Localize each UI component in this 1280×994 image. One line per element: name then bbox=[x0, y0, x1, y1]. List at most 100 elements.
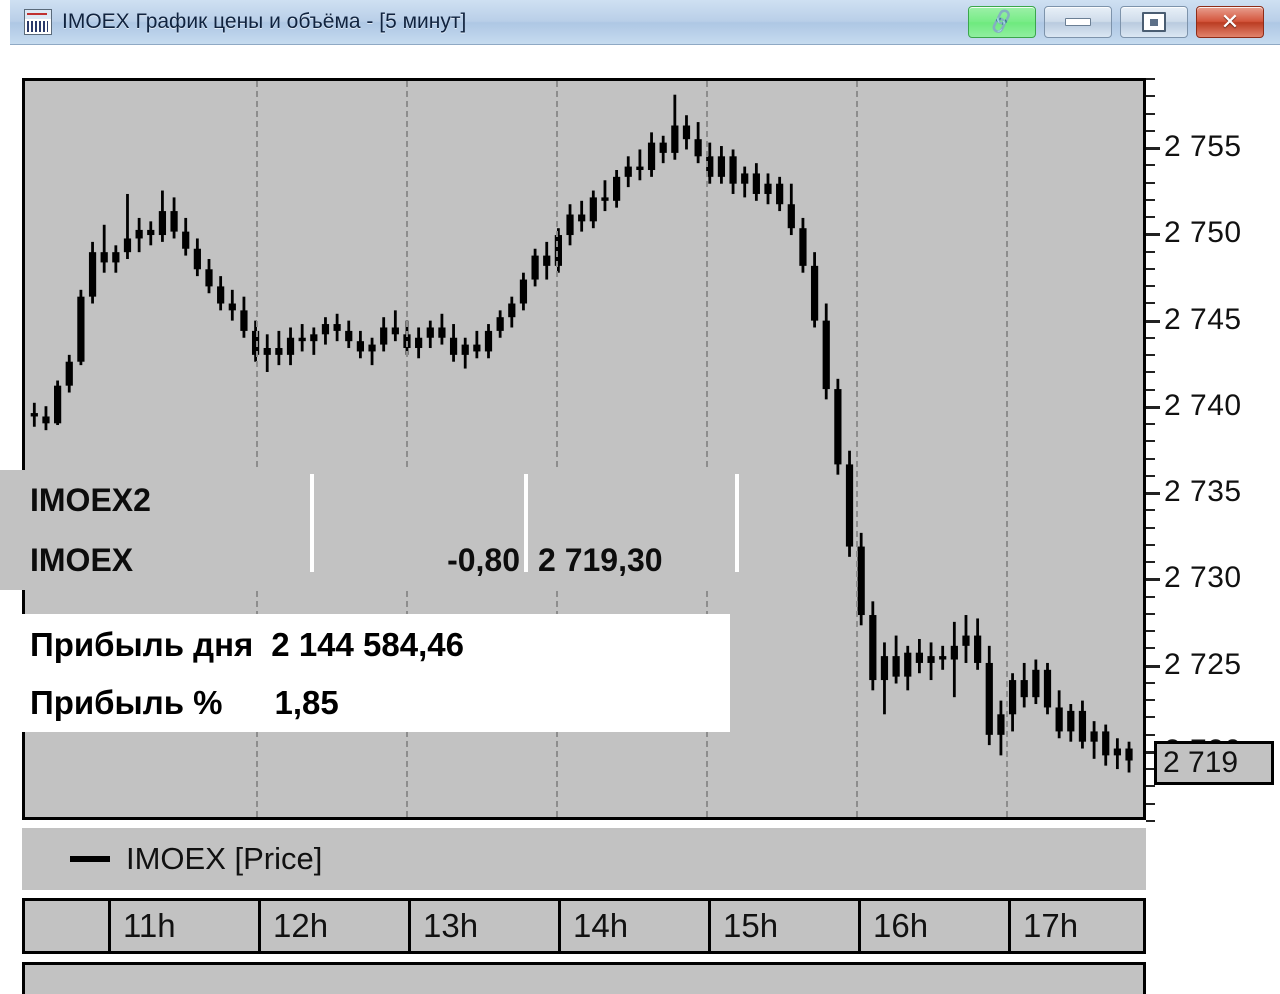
price-tick-minor bbox=[1146, 716, 1155, 719]
price-tick-minor bbox=[1146, 474, 1155, 477]
price-tick-minor bbox=[1146, 785, 1155, 788]
price-tick-minor bbox=[1146, 681, 1155, 684]
link-button[interactable]: 🔗 bbox=[968, 6, 1036, 38]
link-icon: 🔗 bbox=[987, 8, 1017, 36]
profit-pct-label: Прибыль % bbox=[30, 684, 223, 721]
price-tick-minor bbox=[1146, 820, 1155, 822]
price-axis-label: 2 745 bbox=[1164, 302, 1242, 336]
close-button[interactable]: ✕ bbox=[1196, 6, 1264, 38]
price-tick-minor bbox=[1146, 181, 1155, 184]
chart-window-icon bbox=[24, 9, 52, 35]
price-tick-minor bbox=[1146, 526, 1155, 529]
gridline-vertical bbox=[406, 81, 408, 817]
line-marker-icon bbox=[70, 856, 110, 862]
price-axis-label: 2 725 bbox=[1164, 647, 1242, 681]
volume-panel[interactable] bbox=[22, 962, 1146, 994]
quote-divider bbox=[735, 474, 739, 572]
price-tick-minor bbox=[1146, 302, 1155, 305]
time-axis-cell: 14h bbox=[561, 901, 711, 951]
price-axis-label: 2 755 bbox=[1164, 130, 1242, 164]
close-icon: ✕ bbox=[1220, 9, 1240, 34]
window-title: IMOEX График цены и объёма - [5 минут] bbox=[62, 10, 467, 33]
profit-box: Прибыль дня 2 144 584,46 Прибыль % 1,85 bbox=[0, 614, 730, 732]
time-axis-cell: 15h bbox=[711, 901, 861, 951]
price-tick-minor bbox=[1146, 216, 1155, 219]
price-tick-minor bbox=[1146, 543, 1155, 546]
minimize-button[interactable] bbox=[1044, 6, 1112, 38]
time-axis-cell: 12h bbox=[261, 901, 411, 951]
price-tick-major bbox=[1146, 492, 1160, 496]
price-tick-minor bbox=[1146, 267, 1155, 270]
time-axis-cell-blank bbox=[25, 901, 111, 951]
quote-divider bbox=[524, 474, 528, 572]
price-tick-minor bbox=[1146, 250, 1155, 253]
time-axis: 11h 12h 13h 14h 15h 16h 17h bbox=[22, 898, 1146, 954]
price-tick-minor bbox=[1146, 423, 1155, 426]
time-axis-cell: 17h bbox=[1023, 907, 1079, 944]
price-tick-minor bbox=[1146, 285, 1155, 288]
price-tick-minor bbox=[1146, 699, 1155, 702]
price-tick-minor bbox=[1146, 509, 1155, 512]
price-tick-minor bbox=[1146, 440, 1155, 443]
price-tick-minor bbox=[1146, 112, 1155, 115]
price-axis-label: 2 735 bbox=[1164, 475, 1242, 509]
price-axis-label: 2 730 bbox=[1164, 561, 1242, 595]
price-tick-minor bbox=[1146, 595, 1155, 598]
price-axis-label: 2 740 bbox=[1164, 388, 1242, 422]
titlebar-left: IMOEX График цены и объёма - [5 минут] bbox=[10, 9, 968, 35]
quote-price: 2 719,30 bbox=[538, 541, 663, 578]
price-tick-minor bbox=[1146, 336, 1155, 339]
candle-series bbox=[30, 94, 1133, 773]
price-tick-minor bbox=[1146, 647, 1155, 650]
time-axis-cell: 11h bbox=[111, 901, 261, 951]
gridline-vertical bbox=[706, 81, 708, 817]
profit-day-value: 2 144 584,46 bbox=[271, 626, 464, 663]
price-tick-minor bbox=[1146, 733, 1155, 736]
quote-row[interactable]: IMOEX2 bbox=[0, 470, 748, 530]
quote-symbol: IMOEX2 bbox=[30, 481, 151, 518]
price-tick-minor bbox=[1146, 371, 1155, 374]
price-tick-major bbox=[1146, 750, 1160, 754]
price-tick-major bbox=[1146, 664, 1160, 668]
gridline-vertical bbox=[556, 81, 558, 817]
price-tick-major bbox=[1146, 319, 1160, 323]
window-titlebar: IMOEX График цены и объёма - [5 минут] 🔗… bbox=[10, 0, 1280, 45]
time-axis-cell: 13h bbox=[411, 901, 561, 951]
price-tick-minor bbox=[1146, 78, 1155, 80]
gridline-vertical bbox=[256, 81, 258, 817]
minimize-icon bbox=[1065, 18, 1091, 26]
restore-button[interactable] bbox=[1120, 6, 1188, 38]
price-tick-minor bbox=[1146, 354, 1155, 357]
profit-day-label: Прибыль дня bbox=[30, 626, 254, 663]
quote-overlay: IMOEX2 IMOEX -0,80 2 719,30 bbox=[0, 470, 748, 590]
profit-day-row: Прибыль дня 2 144 584,46 bbox=[30, 616, 464, 674]
price-tick-minor bbox=[1146, 612, 1155, 615]
time-axis-cell: 16h bbox=[861, 901, 1011, 951]
candlestick-plot bbox=[25, 81, 1143, 817]
profit-pct-value: 1,85 bbox=[274, 684, 339, 721]
quote-row[interactable]: IMOEX -0,80 2 719,30 bbox=[0, 530, 748, 590]
price-tick-major bbox=[1146, 233, 1160, 237]
price-tick-minor bbox=[1146, 129, 1155, 132]
price-tick-major bbox=[1146, 578, 1160, 582]
window-controls: 🔗 ✕ bbox=[968, 6, 1280, 38]
price-tick-minor bbox=[1146, 630, 1155, 633]
price-tick-minor bbox=[1146, 768, 1155, 771]
quote-change: -0,80 bbox=[447, 541, 520, 578]
gridline-vertical bbox=[1006, 81, 1008, 817]
price-tick-minor bbox=[1146, 164, 1155, 167]
chart-legend[interactable]: IMOEX [Price] bbox=[22, 828, 1146, 890]
quote-symbol: IMOEX bbox=[30, 541, 134, 578]
price-tick-minor bbox=[1146, 388, 1155, 391]
profit-pct-row: Прибыль % 1,85 bbox=[30, 674, 339, 732]
price-tick-minor bbox=[1146, 457, 1155, 460]
price-axis-label: 2 750 bbox=[1164, 216, 1242, 250]
price-tick-major bbox=[1146, 405, 1160, 409]
restore-icon bbox=[1142, 12, 1166, 32]
gridline-vertical bbox=[856, 81, 858, 817]
legend-label: IMOEX [Price] bbox=[126, 841, 323, 876]
current-price-badge: 2 719 bbox=[1154, 741, 1274, 786]
price-tick-major bbox=[1146, 147, 1160, 151]
